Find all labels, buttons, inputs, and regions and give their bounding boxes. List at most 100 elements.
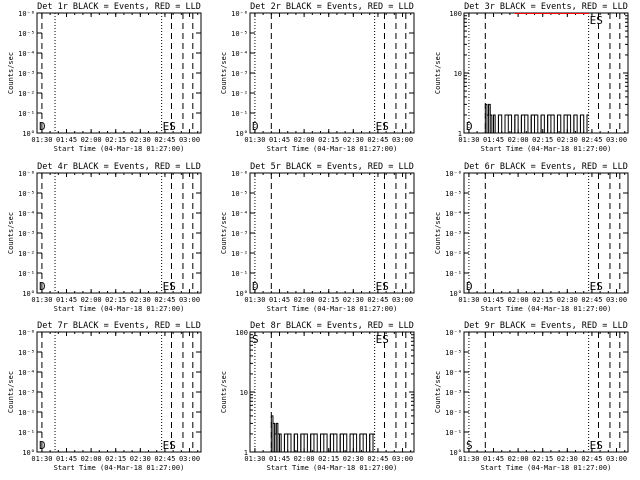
x-tick-label: 02:45	[581, 296, 602, 304]
y-tick-label: 10⁻³	[18, 70, 35, 78]
marker-right: ES	[163, 120, 176, 133]
x-tick-label: 02:30	[343, 296, 364, 304]
x-tick-label: 03:00	[179, 455, 200, 463]
y-tick-label: 10⁻⁵	[231, 30, 248, 38]
x-tick-label: 01:45	[56, 455, 77, 463]
x-tick-label: 02:00	[81, 296, 102, 304]
panel-5: Det 5r BLACK = Events, RED = LLD 01:30 01:…	[220, 162, 415, 313]
x-tick-label: 02:30	[130, 136, 151, 144]
plot-frame	[249, 12, 415, 134]
x-axis-label: Start Time (04-Mar-18 01:27:00)	[267, 305, 398, 313]
y-tick-label: 10⁻³	[231, 70, 248, 78]
y-tick-label: 10°	[22, 130, 35, 138]
x-tick-label: 03:00	[179, 136, 200, 144]
y-tick-label: 10⁻³	[231, 230, 248, 238]
marker-right: ES	[590, 439, 603, 452]
y-tick-label: 10⁻¹	[231, 110, 248, 118]
panel-title: Det 6r BLACK = Events, RED = LLD	[464, 162, 628, 172]
y-tick-label: 10⁻¹	[18, 270, 35, 278]
x-tick-label: 02:45	[154, 455, 175, 463]
y-tick-label: 10⁻⁶	[445, 329, 462, 337]
marker-right: ES	[590, 14, 603, 27]
x-axis-label: Start Time (04-Mar-18 01:27:00)	[54, 145, 185, 153]
y-tick-label: 10⁻³	[18, 230, 35, 238]
panel-title: Det 8r BLACK = Events, RED = LLD	[250, 321, 414, 331]
x-tick-label: 03:00	[392, 455, 413, 463]
x-tick-label: 02:00	[294, 136, 315, 144]
x-tick-label: 03:00	[179, 296, 200, 304]
panel-title: Det 5r BLACK = Events, RED = LLD	[250, 162, 414, 172]
y-axis-label: Counts/sec	[7, 371, 15, 413]
y-tick-label: 10⁻⁵	[18, 30, 35, 38]
plot-frame	[463, 172, 629, 294]
y-tick-label: 10⁻⁶	[18, 170, 35, 178]
x-tick-label: 03:00	[606, 455, 627, 463]
panel-1: Det 1r BLACK = Events, RED = LLD 01:30 01:…	[7, 2, 202, 153]
x-tick-label: 02:45	[367, 136, 388, 144]
plot-frame	[36, 331, 202, 453]
x-tick-label: 02:00	[81, 455, 102, 463]
y-tick-label: 10⁻⁶	[18, 329, 35, 337]
x-tick-label: 01:30	[458, 296, 479, 304]
y-tick-label: 100	[235, 329, 248, 337]
y-tick-label: 1	[458, 130, 462, 138]
y-tick-label: 10⁻²	[18, 90, 35, 98]
y-axis-label: Counts/sec	[434, 52, 442, 94]
marker-right: ES	[590, 280, 603, 293]
y-tick-label: 10	[454, 70, 462, 78]
x-axis-label: Start Time (04-Mar-18 01:27:00)	[54, 305, 185, 313]
x-tick-label: 01:45	[56, 296, 77, 304]
marker-right: ES	[163, 280, 176, 293]
y-tick-label: 100	[449, 10, 462, 18]
x-tick-label: 01:45	[483, 136, 504, 144]
panel-title: Det 9r BLACK = Events, RED = LLD	[464, 321, 628, 331]
series-events-line	[485, 103, 589, 134]
y-tick-label: 10⁻⁴	[18, 50, 35, 58]
x-axis-label: Start Time (04-Mar-18 01:27:00)	[481, 464, 612, 472]
x-tick-label: 01:45	[56, 136, 77, 144]
x-tick-label: 02:45	[154, 136, 175, 144]
marker-left: S	[252, 333, 259, 346]
x-tick-label: 02:30	[343, 136, 364, 144]
marker-right: ES	[376, 280, 389, 293]
x-tick-label: 01:30	[244, 455, 265, 463]
y-tick-label: 10°	[22, 449, 35, 457]
panel-7: Det 7r BLACK = Events, RED = LLD 01:30 01:…	[7, 321, 202, 472]
panel-title: Det 2r BLACK = Events, RED = LLD	[250, 2, 414, 12]
x-tick-label: 01:30	[458, 136, 479, 144]
x-tick-label: 01:30	[244, 136, 265, 144]
marker-left: D	[39, 280, 46, 293]
y-tick-label: 10°	[235, 130, 248, 138]
plot-frame	[36, 12, 202, 134]
y-tick-label: 10⁻¹	[231, 270, 248, 278]
x-tick-label: 02:30	[130, 296, 151, 304]
y-tick-label: 10⁻²	[231, 90, 248, 98]
plot-frame	[36, 172, 202, 294]
y-tick-label: 10⁻⁴	[445, 210, 462, 218]
y-tick-label: 10⁻⁵	[18, 349, 35, 357]
x-tick-label: 02:15	[532, 136, 553, 144]
x-tick-label: 02:45	[581, 455, 602, 463]
series-events-line	[271, 415, 375, 453]
x-tick-label: 02:15	[318, 455, 339, 463]
panel-8: Det 8r BLACK = Events, RED = LLD 01:30 01:…	[220, 321, 415, 472]
y-tick-label: 10⁻⁵	[231, 190, 248, 198]
y-axis-label: Counts/sec	[220, 212, 228, 254]
y-tick-label: 10⁻²	[445, 250, 462, 258]
panel-title: Det 7r BLACK = Events, RED = LLD	[37, 321, 201, 331]
y-tick-label: 10⁻²	[231, 250, 248, 258]
marker-left: D	[466, 280, 473, 293]
x-axis-label: Start Time (04-Mar-18 01:27:00)	[481, 305, 612, 313]
y-tick-label: 10°	[449, 449, 462, 457]
x-tick-label: 02:00	[508, 136, 529, 144]
y-axis-label: Counts/sec	[7, 52, 15, 94]
x-axis-label: Start Time (04-Mar-18 01:27:00)	[267, 145, 398, 153]
y-axis-label: Counts/sec	[434, 212, 442, 254]
x-tick-label: 02:15	[105, 136, 126, 144]
x-tick-label: 02:00	[294, 296, 315, 304]
x-axis-label: Start Time (04-Mar-18 01:27:00)	[54, 464, 185, 472]
y-tick-label: 10	[240, 389, 248, 397]
y-tick-label: 10⁻³	[445, 389, 462, 397]
marker-right: ES	[163, 439, 176, 452]
